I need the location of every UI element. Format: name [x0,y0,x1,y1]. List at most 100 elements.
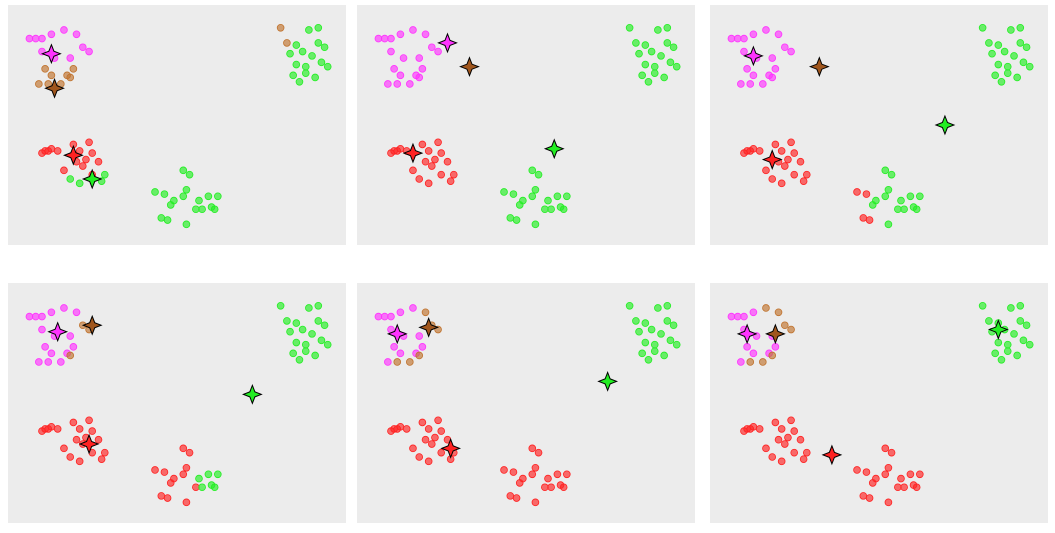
point [519,196,527,205]
point [771,418,780,427]
point [872,196,880,205]
point [38,312,46,321]
point [657,52,665,60]
point [179,192,188,201]
point [415,453,424,461]
point [69,65,78,73]
point [374,312,383,321]
point [528,192,537,201]
centroid [418,317,440,338]
point [292,60,301,69]
point [301,69,310,77]
point [195,196,203,205]
point [31,312,40,321]
point [862,468,871,476]
point [66,351,75,360]
point [298,325,307,334]
point [768,175,777,183]
point [60,26,68,34]
point [672,340,681,349]
point [195,474,203,483]
point [663,23,672,32]
point [644,78,653,86]
point [884,220,893,229]
point [547,205,555,214]
point [784,155,792,164]
point [635,327,643,336]
point [881,166,890,175]
point [916,470,924,479]
point [210,205,219,214]
point [650,62,659,71]
point [509,468,518,476]
point [512,494,521,502]
point [531,186,540,194]
point [53,425,62,433]
point [53,147,62,155]
point [320,43,329,52]
point [1010,52,1018,60]
point [295,78,304,86]
point [1025,340,1034,349]
point [641,60,650,69]
point [292,319,301,327]
point [647,47,656,56]
point [60,444,68,453]
point [198,205,206,214]
centroid [597,371,619,392]
point [635,49,643,58]
point [390,65,398,73]
point [544,474,552,483]
point [650,347,659,355]
point [276,23,285,32]
point [421,435,430,444]
point [737,80,745,88]
point [182,220,191,229]
point [787,138,795,147]
point [292,41,301,49]
point [740,34,748,43]
point [632,317,640,325]
point [749,71,758,80]
point [390,343,398,351]
point [666,58,675,67]
point [632,39,640,47]
point [906,192,915,201]
point [214,192,222,201]
point [396,144,405,153]
point [746,80,755,88]
point [44,358,53,366]
point [506,492,515,500]
point [894,483,902,492]
point [446,177,455,185]
point [185,448,194,457]
point [151,466,159,474]
point [625,23,634,32]
chart-panel [710,5,1048,245]
point [72,435,81,444]
point [991,349,999,358]
point [72,30,81,39]
point [421,30,430,39]
point [399,54,408,62]
point [449,170,458,179]
point [790,427,799,435]
point [985,317,993,325]
point [853,466,861,474]
point [1013,73,1021,82]
centroid [459,56,480,78]
point [406,80,414,88]
point [859,492,868,500]
point [157,214,166,222]
point [424,425,433,433]
point [743,343,751,351]
point [777,457,786,466]
point [286,327,294,336]
point [541,483,549,492]
point [323,62,332,71]
point [641,338,650,347]
chart-panel [8,283,346,523]
point [289,349,297,358]
point [991,71,999,80]
point [768,453,777,461]
